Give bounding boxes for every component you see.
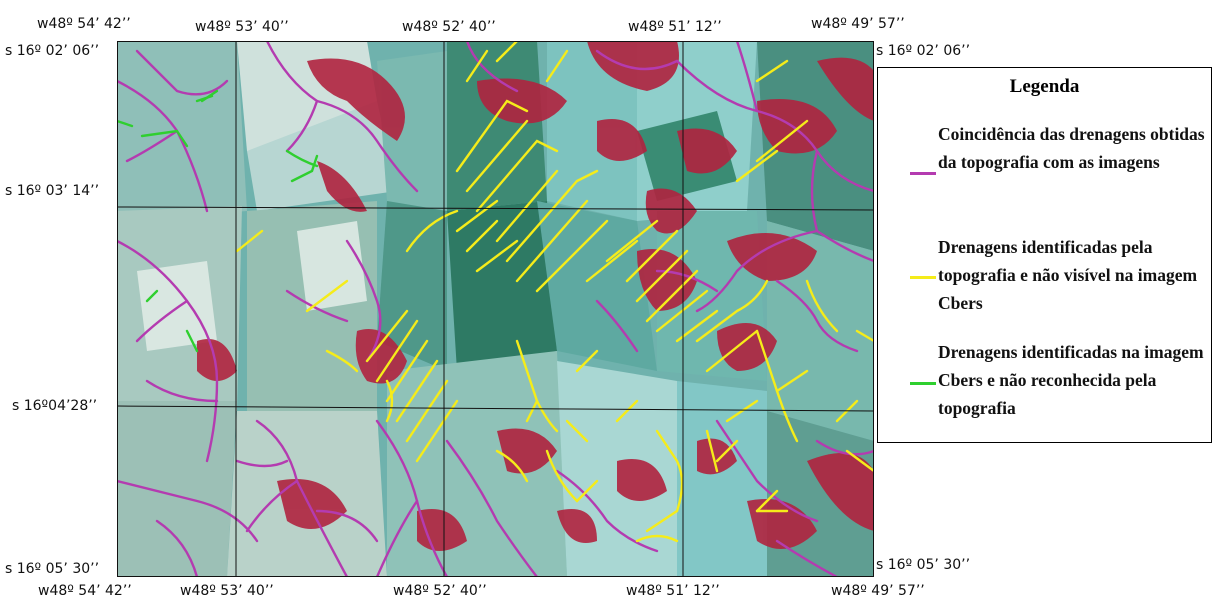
bottom-longitude-label-5: w48º 49’ 57’’ <box>831 583 925 599</box>
legend-box: Legenda Coincidência das drenagens obtid… <box>877 67 1212 443</box>
legend-item-label: Drenagens identificadas na imagem Cbers … <box>938 342 1204 418</box>
legend-swatch-green <box>910 382 936 385</box>
bottom-longitude-label-4: w48º 51’ 12’’ <box>626 583 720 599</box>
bottom-longitude-label-1: w48º 54’ 42’’ <box>38 583 132 599</box>
topography-only-drainages <box>235 41 874 543</box>
bottom-longitude-label-2: w48º 53’ 40’’ <box>180 583 274 599</box>
matching-drainages <box>117 41 874 577</box>
legend-swatch-magenta <box>910 172 936 175</box>
coordinate-grid <box>117 41 874 577</box>
satellite-image-map <box>117 41 874 577</box>
top-longitude-label-5: w48º 49’ 57’’ <box>811 16 905 32</box>
map-frame <box>117 41 874 577</box>
left-latitude-label-3: s 16º04’28’’ <box>12 398 98 414</box>
top-longitude-label-3: w48º 52’ 40’’ <box>402 19 496 35</box>
bottom-longitude-label-3: w48º 52’ 40’’ <box>393 583 487 599</box>
image-only-drainages <box>117 89 319 353</box>
top-longitude-label-4: w48º 51’ 12’’ <box>628 19 722 35</box>
left-latitude-label-2: s 16º 03’ 14’’ <box>5 183 100 199</box>
legend-title: Legenda <box>1009 76 1080 97</box>
legend-swatch-yellow <box>910 276 936 279</box>
left-latitude-label-4: s 16º 05’ 30’’ <box>5 561 100 577</box>
right-latitude-label-2: s 16º 05’ 30’’ <box>876 557 971 573</box>
legend-item-label: Coincidência das drenagens obtidas da to… <box>938 124 1205 172</box>
legend-item-label: Drenagens identificadas pela topografia … <box>938 237 1198 313</box>
left-latitude-label-1: s 16º 02’ 06’’ <box>5 43 100 59</box>
top-longitude-label-2: w48º 53’ 40’’ <box>195 19 289 35</box>
red-vegetation <box>197 41 874 551</box>
top-longitude-label-1: w48º 54’ 42’’ <box>37 16 131 32</box>
right-latitude-label-1: s 16º 02’ 06’’ <box>876 43 971 59</box>
